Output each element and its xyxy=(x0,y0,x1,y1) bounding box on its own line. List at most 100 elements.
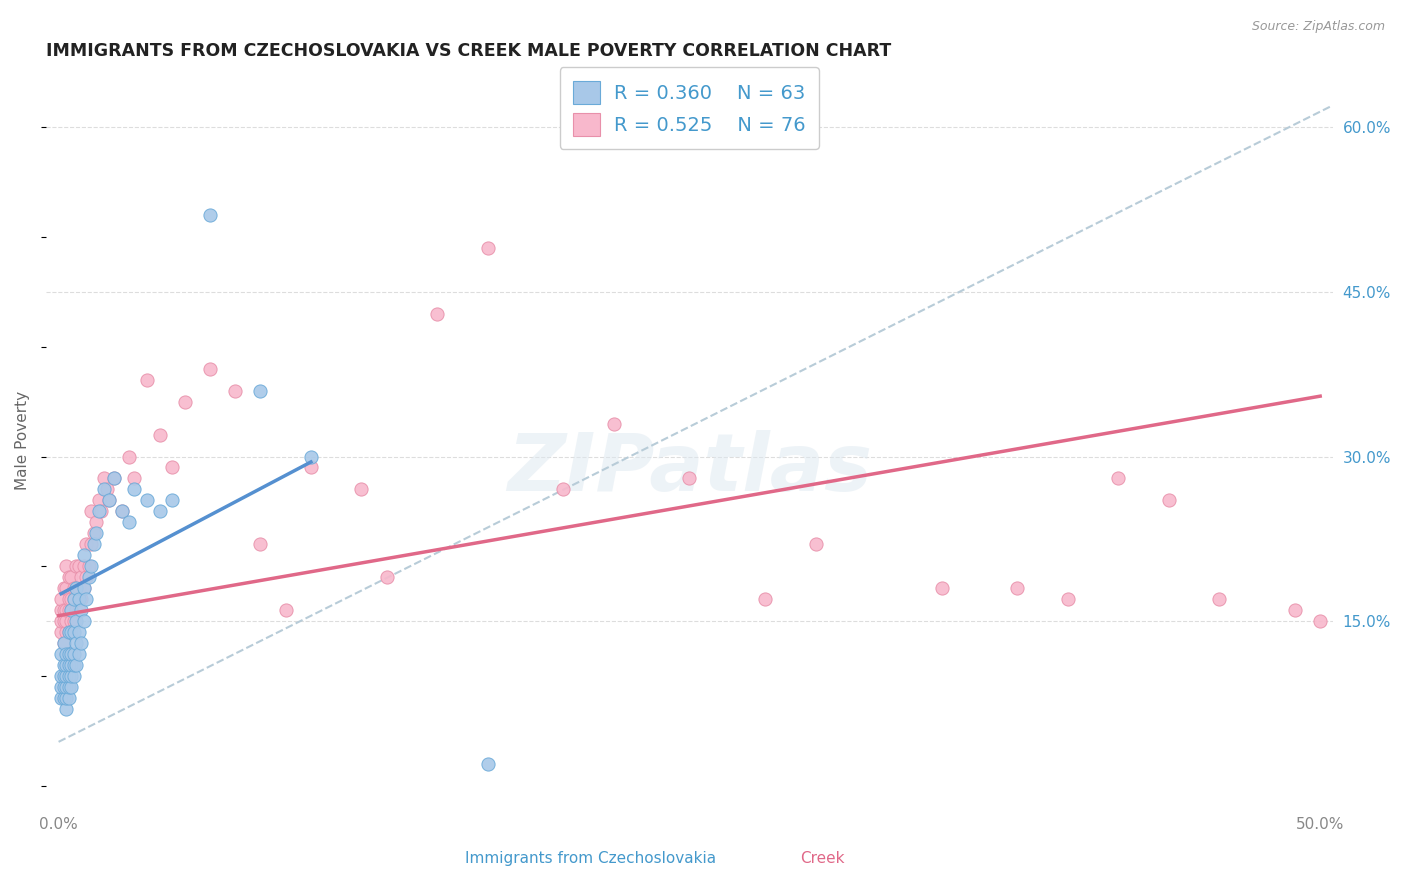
Point xyxy=(49,614,72,628)
Point xyxy=(49,690,72,705)
Point xyxy=(60,603,83,617)
Point xyxy=(80,537,103,551)
Point xyxy=(62,592,84,607)
Y-axis label: Male Poverty: Male Poverty xyxy=(15,391,30,490)
Point xyxy=(49,603,72,617)
Point xyxy=(75,570,97,584)
Point xyxy=(67,559,90,574)
Point xyxy=(299,450,322,464)
Point xyxy=(55,658,77,673)
Point xyxy=(103,471,125,485)
Point xyxy=(49,625,72,640)
Point xyxy=(1208,592,1230,607)
Point xyxy=(83,526,105,541)
Point xyxy=(65,614,87,628)
Point xyxy=(1284,603,1306,617)
Point xyxy=(60,603,83,617)
Point xyxy=(70,570,93,584)
Point xyxy=(73,549,96,563)
Point xyxy=(52,603,75,617)
Point xyxy=(602,417,624,431)
Point xyxy=(62,669,84,683)
Point xyxy=(52,636,75,650)
Point xyxy=(58,570,80,584)
Point xyxy=(86,516,108,530)
Point xyxy=(135,373,157,387)
Point xyxy=(60,680,83,694)
Point xyxy=(77,559,100,574)
Point xyxy=(75,592,97,607)
Text: ZIPatlas: ZIPatlas xyxy=(508,431,872,508)
Point xyxy=(55,614,77,628)
Point xyxy=(93,471,115,485)
Point xyxy=(60,592,83,607)
Point xyxy=(77,570,100,584)
Point xyxy=(73,581,96,595)
Point xyxy=(55,647,77,661)
Point xyxy=(65,603,87,617)
Point xyxy=(62,625,84,640)
Point xyxy=(55,625,77,640)
Point xyxy=(1007,581,1029,595)
Point xyxy=(55,581,77,595)
Point xyxy=(375,570,398,584)
Point xyxy=(62,647,84,661)
Point xyxy=(1056,592,1078,607)
Point xyxy=(60,658,83,673)
Point xyxy=(62,592,84,607)
Point xyxy=(98,493,121,508)
Point xyxy=(124,483,146,497)
Text: Source: ZipAtlas.com: Source: ZipAtlas.com xyxy=(1251,20,1385,33)
Point xyxy=(73,614,96,628)
Point xyxy=(58,592,80,607)
Point xyxy=(86,526,108,541)
Point xyxy=(67,625,90,640)
Point xyxy=(58,680,80,694)
Point xyxy=(52,581,75,595)
Point xyxy=(90,504,112,518)
Point xyxy=(62,658,84,673)
Point xyxy=(60,570,83,584)
Point xyxy=(49,592,72,607)
Point xyxy=(58,603,80,617)
Point xyxy=(58,690,80,705)
Point xyxy=(477,756,499,771)
Point xyxy=(49,669,72,683)
Point xyxy=(1309,614,1331,628)
Point xyxy=(103,471,125,485)
Point xyxy=(58,625,80,640)
Point xyxy=(553,483,575,497)
Point xyxy=(931,581,953,595)
Point xyxy=(55,680,77,694)
Point xyxy=(75,537,97,551)
Point xyxy=(52,690,75,705)
Point xyxy=(80,504,103,518)
Point xyxy=(55,559,77,574)
Text: Creek: Creek xyxy=(800,852,845,866)
Point xyxy=(58,669,80,683)
Point xyxy=(49,680,72,694)
Point xyxy=(87,504,110,518)
Point xyxy=(52,614,75,628)
Point xyxy=(52,636,75,650)
Point xyxy=(426,307,449,321)
Point xyxy=(62,581,84,595)
Point xyxy=(52,669,75,683)
Point xyxy=(70,603,93,617)
Text: Immigrants from Czechoslovakia: Immigrants from Czechoslovakia xyxy=(465,852,716,866)
Point xyxy=(135,493,157,508)
Point xyxy=(118,450,141,464)
Point xyxy=(118,516,141,530)
Point xyxy=(70,636,93,650)
Point xyxy=(73,559,96,574)
Text: IMMIGRANTS FROM CZECHOSLOVAKIA VS CREEK MALE POVERTY CORRELATION CHART: IMMIGRANTS FROM CZECHOSLOVAKIA VS CREEK … xyxy=(46,42,891,60)
Point xyxy=(60,625,83,640)
Point xyxy=(160,460,183,475)
Point xyxy=(93,483,115,497)
Point xyxy=(1157,493,1180,508)
Point xyxy=(111,504,134,518)
Point xyxy=(67,592,90,607)
Point xyxy=(198,361,221,376)
Point xyxy=(804,537,827,551)
Point xyxy=(98,493,121,508)
